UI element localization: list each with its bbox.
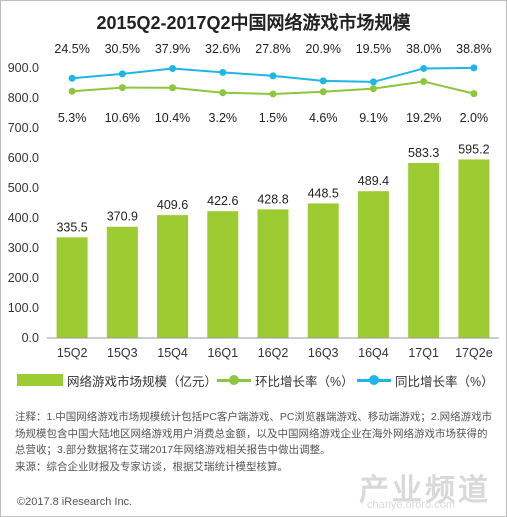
bar-17Q1 xyxy=(408,163,440,338)
yoy-value-label: 24.5% xyxy=(54,42,89,56)
qoq-point xyxy=(269,90,277,98)
watermark-text: 产业频道 xyxy=(359,474,491,507)
yoy-value-label: 19.5% xyxy=(356,42,391,56)
bar-16Q4 xyxy=(357,191,389,338)
legend-label-qoq: 环比增长率（%） xyxy=(255,374,354,389)
legend-item-yoy: 同比增长率（%） xyxy=(357,372,494,389)
bar-16Q3 xyxy=(307,203,339,338)
yoy-point xyxy=(219,68,227,76)
yoy-value-label: 37.9% xyxy=(155,42,190,56)
x-tick-label: 15Q3 xyxy=(107,346,138,360)
x-tick-label: 15Q2 xyxy=(57,346,88,360)
qoq-point xyxy=(369,85,377,93)
qoq-value-label: 5.3% xyxy=(58,111,87,125)
x-tick-label: 15Q4 xyxy=(157,346,188,360)
yoy-point xyxy=(68,74,76,82)
watermark-url: chanye.ororo.com xyxy=(367,499,456,511)
qoq-point xyxy=(118,84,126,92)
bar-15Q4 xyxy=(157,215,189,338)
yoy-point xyxy=(118,70,126,78)
yoy-value-label: 32.6% xyxy=(205,42,240,56)
yoy-value-label: 27.8% xyxy=(255,42,290,56)
bar-value-label: 422.6 xyxy=(207,194,238,208)
chart-notes: 注释：1.中国网络游戏市场规模统计包括PC客户端游戏、PC浏览器端游戏、移动端游… xyxy=(15,409,497,475)
x-tick-label: 17Q2e xyxy=(455,346,493,360)
bar-value-label: 489.4 xyxy=(358,174,389,188)
legend-swatch-qoq xyxy=(217,374,251,386)
watermark-logo: 产业频道 chanye.ororo.com xyxy=(353,463,503,513)
bar-16Q1 xyxy=(207,211,239,338)
legend-item-market: 网络游戏市场规模（亿元） xyxy=(17,372,218,389)
yoy-point xyxy=(169,65,177,73)
x-tick-label: 17Q1 xyxy=(408,346,439,360)
qoq-value-label: 10.6% xyxy=(105,111,140,125)
bar-value-label: 448.5 xyxy=(308,186,339,200)
x-tick-label: 16Q2 xyxy=(258,346,289,360)
y-tick-label: 400.0 xyxy=(8,211,39,225)
x-tick-label: 16Q4 xyxy=(358,346,389,360)
yoy-point xyxy=(319,77,327,85)
bar-value-label: 370.9 xyxy=(107,210,138,224)
qoq-value-label: 19.2% xyxy=(406,111,441,125)
bar-value-label: 595.2 xyxy=(458,142,489,156)
qoq-value-label: 9.1% xyxy=(359,111,388,125)
legend-item-qoq: 环比增长率（%） xyxy=(217,372,354,389)
legend-label-market: 网络游戏市场规模（亿元） xyxy=(67,374,218,389)
qoq-point xyxy=(470,90,478,98)
bar-value-label: 335.5 xyxy=(56,220,87,234)
y-tick-label: 500.0 xyxy=(8,181,39,195)
chart-title: 2015Q2-2017Q2中国网络游戏市场规模 xyxy=(96,13,411,33)
legend-label-yoy: 同比增长率（%） xyxy=(395,374,494,389)
bar-16Q2 xyxy=(257,209,289,338)
copyright-text: ©2017.8 iResearch Inc. xyxy=(17,496,133,508)
chart-plot: 0.0 100.0 200.0 300.0 400.0 500.0 600.0 700.0 80… xyxy=(8,42,499,360)
qoq-point xyxy=(319,88,327,96)
yoy-value-label: 20.9% xyxy=(305,42,340,56)
qoq-value-label: 4.6% xyxy=(309,111,338,125)
yoy-value-label: 38.0% xyxy=(406,42,441,56)
y-tick-label: 900.0 xyxy=(8,61,39,75)
qoq-value-label: 3.2% xyxy=(209,111,238,125)
note-text: 注释：1.中国网络游戏市场规模统计包括PC客户端游戏、PC浏览器端游戏、移动端游… xyxy=(15,411,493,456)
y-tick-label: 800.0 xyxy=(8,91,39,105)
bar-value-label: 428.8 xyxy=(257,192,288,206)
bar-17Q2e xyxy=(458,159,490,338)
bar-15Q2 xyxy=(56,237,88,338)
qoq-value-label: 1.5% xyxy=(259,111,288,125)
yoy-point xyxy=(420,64,428,72)
qoq-point xyxy=(169,84,177,92)
yoy-value-label: 30.5% xyxy=(105,42,140,56)
x-tick-label: 16Q1 xyxy=(207,346,238,360)
yoy-point xyxy=(369,78,377,86)
y-tick-label: 300.0 xyxy=(8,241,39,255)
y-tick-label: 200.0 xyxy=(8,271,39,285)
bar-15Q3 xyxy=(106,226,138,338)
yoy-value-label: 38.8% xyxy=(456,42,491,56)
legend-swatch-yoy xyxy=(357,374,391,386)
qoq-point xyxy=(68,87,76,95)
y-tick-label: 600.0 xyxy=(8,151,39,165)
y-tick-label: 700.0 xyxy=(8,121,39,135)
qoq-value-label: 10.4% xyxy=(155,111,190,125)
x-tick-label: 16Q3 xyxy=(308,346,339,360)
legend-swatch-market xyxy=(17,374,63,386)
qoq-point xyxy=(219,89,227,97)
qoq-point xyxy=(420,78,428,86)
bar-value-label: 409.6 xyxy=(157,198,188,212)
qoq-value-label: 2.0% xyxy=(460,111,489,125)
y-tick-label: 0.0 xyxy=(22,331,39,345)
yoy-point xyxy=(470,64,478,72)
y-tick-label: 100.0 xyxy=(8,301,39,315)
bar-value-label: 583.3 xyxy=(408,146,439,160)
yoy-point xyxy=(269,72,277,80)
source-text: 来源：综合企业财报及专家访谈，根据艾瑞统计模型核算。 xyxy=(15,460,288,473)
